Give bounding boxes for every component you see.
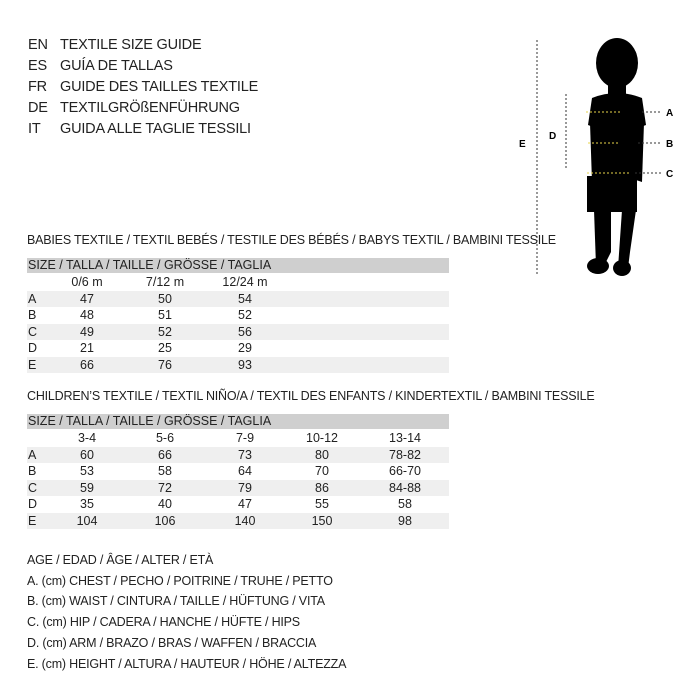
table-cell: 79 [238,480,252,495]
language-code: FR [28,79,47,95]
table-cell: 54 [238,291,252,306]
table-cell: 58 [398,497,412,511]
table-cell: 47 [238,497,252,511]
label-b: B [666,139,673,150]
child-silhouette-figure: A B C D E [519,38,673,276]
guide-title: TEXTILGRÖßENFÜHRUNG [60,100,240,116]
babies-title: BABIES TEXTILE / TEXTIL BEBÉS / TESTILE … [27,233,556,247]
legend-item: D. (cm) ARM / BRAZO / BRAS / WAFFEN / BR… [27,635,317,650]
language-code: DE [28,100,48,116]
table-cell: 59 [80,480,94,495]
table-row: D 21 25 29 [27,340,449,357]
row-label: A [28,447,37,462]
guide-title: TEXTILE SIZE GUIDE [60,37,202,53]
table-row: A 47 50 54 [27,290,449,307]
table-row: C 59 72 79 86 84-88 [27,479,449,496]
table-cell: 53 [80,464,94,478]
table-cell: 80 [315,447,329,462]
table-cell: 66-70 [389,464,421,478]
label-a: A [666,108,673,119]
table-cell: 50 [158,291,172,306]
column-header: 0/6 m [71,275,103,289]
table-cell: 47 [80,291,94,306]
table-cell: 58 [158,464,172,478]
language-code: EN [28,37,48,53]
children-title: CHILDREN’S TEXTILE / TEXTIL NIÑO/A / TEX… [27,389,595,403]
table-row: C 49 52 56 [27,323,449,340]
column-header: 10-12 [306,431,338,445]
column-header: 7/12 m [145,275,185,289]
row-label: B [28,308,37,322]
table-cell: 60 [80,447,94,462]
child-silhouette [587,38,646,276]
table-cell: 98 [398,513,412,528]
row-label: D [28,497,38,511]
table-row: D 35 40 47 55 58 [27,496,449,513]
column-header: 7-9 [235,431,255,445]
table-cell: 70 [315,464,329,478]
table-cell: 56 [238,324,252,339]
table-cell: 84-88 [389,480,421,495]
row-label: C [28,480,38,495]
label-d: D [549,131,556,142]
table-cell: 21 [80,341,94,355]
table-cell: 52 [158,324,172,339]
legend-item: AGE / EDAD / ÂGE / ALTER / ETÀ [27,553,214,567]
guide-title: GUIDE DES TAILLES TEXTILE [60,79,259,95]
table-cell: 72 [158,480,172,495]
table-cell: 104 [76,513,98,528]
table-cell: 76 [158,357,172,372]
table-cell: 55 [315,497,329,511]
children-size-header: SIZE / TALLA / TAILLE / GRÖSSE / TAGLIA [27,414,449,429]
table-cell: 48 [80,308,94,322]
column-header: 13-14 [389,431,421,445]
row-label: C [28,324,38,339]
table-cell: 51 [158,308,172,322]
label-c: C [666,169,673,180]
column-header-row: 3-4 5-6 7-9 10-12 13-14 [27,430,449,447]
table-row: A 60 66 73 80 78-82 [27,446,449,463]
babies-size-header: SIZE / TALLA / TAILLE / GRÖSSE / TAGLIA [27,258,449,273]
table-cell: 93 [238,357,252,372]
table-cell: 150 [311,513,333,528]
table-cell: 78-82 [389,447,421,462]
table-cell: 86 [315,480,329,495]
column-header: 12/24 m [222,275,268,289]
row-label: B [28,464,37,478]
guide-title: GUÍA DE TALLAS [60,58,173,74]
table-cell: 49 [80,324,94,339]
row-label: A [28,291,37,306]
legend-item: E. (cm) HEIGHT / ALTURA / HAUTEUR / HÖHE… [27,656,347,671]
language-code: IT [28,121,41,137]
column-header: 3-4 [77,431,97,445]
table-row: E 66 76 93 [27,356,449,373]
row-label: D [28,341,38,355]
column-header-row: 0/6 m 7/12 m 12/24 m [27,274,449,291]
legend-item: A. (cm) CHEST / PECHO / POITRINE / TRUHE… [27,573,333,588]
legend-item: B. (cm) WAIST / CINTURA / TAILLE / HÜFTU… [27,594,325,609]
label-e: E [519,139,526,150]
table-cell: 140 [234,513,256,528]
table-cell: 29 [238,341,252,355]
language-code: ES [28,58,47,74]
table-cell: 25 [158,341,172,355]
table-cell: 64 [238,464,252,478]
table-row: B 53 58 64 70 66-70 [27,463,449,480]
table-row: E 104 106 140 150 98 [27,512,449,529]
table-cell: 35 [80,497,94,511]
table-cell: 52 [238,308,252,322]
table-cell: 40 [158,497,172,511]
table-cell: 66 [80,357,94,372]
table-cell: 73 [238,447,252,462]
column-header: 5-6 [155,431,175,445]
table-row: B 48 51 52 [27,307,449,324]
table-cell: 106 [154,513,176,528]
row-label: E [28,357,37,372]
guide-title: GUIDA ALLE TAGLIE TESSILI [60,121,251,137]
row-label: E [28,513,37,528]
table-cell: 66 [158,447,172,462]
legend-item: C. (cm) HIP / CADERA / HANCHE / HÜFTE / … [27,615,300,630]
